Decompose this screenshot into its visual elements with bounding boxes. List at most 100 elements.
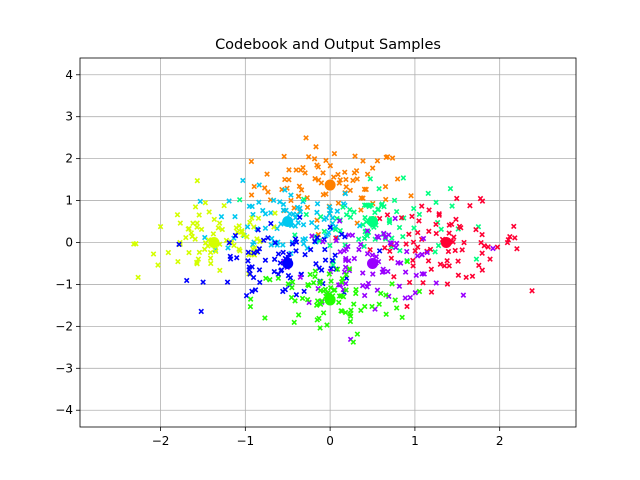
sample-point: [293, 167, 299, 173]
sample-point: [414, 253, 421, 259]
sample-point: [412, 290, 419, 296]
sample-point: [194, 261, 200, 267]
y-tick-label: −2: [55, 319, 73, 333]
sample-point: [376, 215, 383, 222]
sample-point: [272, 239, 279, 246]
sample-point: [393, 305, 400, 311]
sample-point: [221, 202, 227, 209]
sample-point: [403, 241, 409, 247]
sample-point: [402, 295, 409, 301]
sample-point: [247, 296, 254, 302]
sample-point: [226, 198, 232, 204]
y-axis-ticks: −4 −3 −2 −1 0 1 2 3 4: [55, 68, 80, 417]
sample-point: [414, 244, 421, 250]
sample-point: [402, 269, 409, 275]
sample-point: [263, 275, 269, 282]
sample-point: [256, 199, 262, 206]
sample-point: [376, 186, 382, 192]
sample-point: [333, 266, 339, 272]
sample-point: [358, 207, 364, 213]
grid-lines: [80, 58, 576, 427]
sample-point: [394, 176, 401, 182]
sample-point: [473, 226, 479, 233]
sample-point: [256, 182, 262, 188]
sample-point: [364, 171, 371, 178]
sample-point: [240, 177, 246, 184]
x-tick-label: −1: [236, 434, 254, 448]
sample-point: [445, 248, 452, 255]
sample-point: [197, 198, 204, 205]
sample-point: [393, 240, 400, 247]
sample-point: [202, 234, 208, 241]
sample-point: [382, 196, 389, 203]
sample-point: [364, 251, 371, 257]
sample-point: [206, 209, 212, 215]
sample-point: [317, 301, 324, 307]
sample-point: [389, 281, 395, 287]
y-tick-label: 1: [65, 194, 73, 208]
sample-point: [347, 318, 354, 325]
sample-point: [308, 219, 315, 226]
sample-point: [302, 251, 308, 258]
sample-point: [507, 233, 513, 240]
sample-point: [361, 292, 368, 299]
codebook-point: [367, 216, 379, 228]
sample-point: [373, 253, 380, 260]
sample-point: [296, 183, 303, 189]
sample-point: [165, 249, 172, 256]
sample-point: [476, 262, 482, 269]
sample-point: [195, 256, 202, 262]
x-tick-label: 2: [496, 434, 504, 448]
sample-point: [460, 292, 467, 298]
sample-point: [511, 223, 517, 230]
codebook-point: [367, 257, 379, 269]
sample-point: [332, 252, 338, 259]
sample-point: [377, 290, 384, 297]
sample-point: [425, 258, 432, 264]
sample-point: [456, 223, 463, 230]
sample-point: [342, 309, 349, 316]
sample-point: [174, 211, 181, 218]
sample-point: [288, 294, 295, 301]
sample-point: [381, 245, 388, 251]
sample-point: [186, 225, 192, 232]
sample-point: [313, 261, 319, 267]
sample-point: [286, 251, 292, 258]
sample-point: [186, 249, 192, 256]
sample-point: [396, 283, 403, 289]
sample-point: [305, 154, 312, 160]
sample-point: [347, 214, 354, 220]
sample-point: [433, 199, 439, 206]
sample-point: [413, 272, 420, 279]
sample-point: [326, 210, 333, 217]
sample-point: [385, 232, 392, 238]
x-axis-ticks: −2 −1 0 1 2: [152, 427, 504, 448]
sample-point: [364, 228, 371, 234]
sample-point: [329, 257, 336, 264]
sample-point: [304, 245, 311, 251]
sample-point: [446, 263, 452, 269]
sample-point: [264, 171, 270, 177]
sample-point: [157, 223, 164, 230]
sample-point: [200, 279, 206, 285]
sample-point: [341, 169, 348, 176]
sample-point: [361, 243, 367, 250]
sample-point: [388, 255, 395, 261]
sample-point: [332, 226, 339, 233]
sample-point: [271, 256, 278, 263]
sample-point: [317, 325, 323, 331]
sample-point: [150, 251, 157, 257]
sample-point: [392, 244, 399, 251]
sample-point: [376, 301, 383, 308]
sample-point: [341, 248, 347, 254]
sample-point: [234, 229, 241, 235]
sample-point: [361, 235, 368, 242]
sample-point: [251, 250, 257, 256]
sample-point: [337, 177, 343, 183]
sample-point: [398, 214, 405, 221]
sample-point: [436, 211, 442, 217]
sample-point: [392, 297, 398, 303]
sample-point: [342, 233, 348, 240]
sample-point: [243, 292, 250, 299]
sample-point: [155, 262, 161, 268]
